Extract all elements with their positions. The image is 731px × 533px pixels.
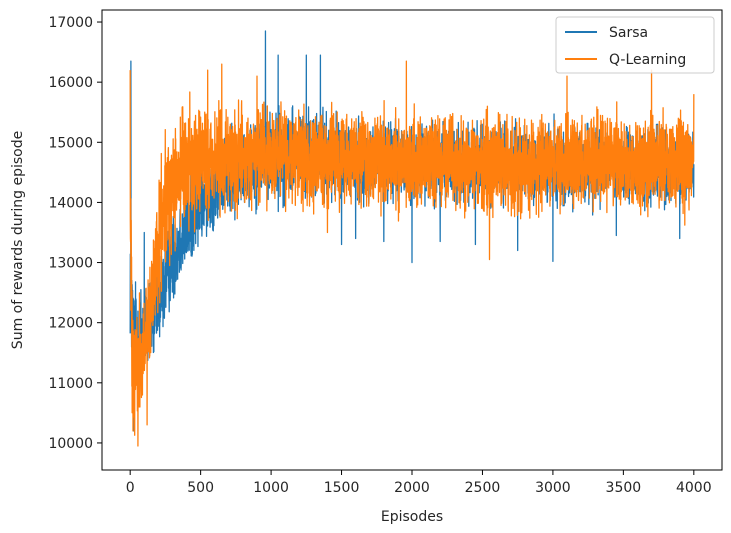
x-tick-label: 4000 bbox=[676, 480, 712, 496]
x-tick-label: 3500 bbox=[606, 480, 642, 496]
legend: Sarsa Q-Learning bbox=[555, 16, 715, 74]
x-tick-label: 500 bbox=[187, 480, 214, 496]
x-tick-label: 1500 bbox=[324, 480, 360, 496]
y-axis-label: Sum of rewards during episode bbox=[10, 131, 26, 349]
x-tick-label: 2000 bbox=[394, 480, 430, 496]
series-line-sarsa bbox=[129, 30, 695, 432]
x-tick-label: 1000 bbox=[253, 480, 289, 496]
x-axis-ticks: 0 500 1000 1500 2000 2500 3000 3500 4000 bbox=[126, 470, 712, 496]
y-tick-label: 15000 bbox=[48, 135, 93, 151]
legend-label: Q-Learning bbox=[609, 52, 686, 68]
y-tick-label: 14000 bbox=[48, 195, 93, 211]
x-tick-label: 2500 bbox=[465, 480, 501, 496]
y-tick-label: 10000 bbox=[48, 436, 93, 452]
y-tick-label: 12000 bbox=[48, 316, 93, 332]
series-layer bbox=[129, 30, 695, 447]
legend-label: Sarsa bbox=[609, 25, 648, 41]
y-tick-label: 13000 bbox=[48, 256, 93, 272]
y-tick-label: 11000 bbox=[48, 376, 93, 392]
y-axis-ticks: 10000 11000 12000 13000 14000 15000 16000 17000 bbox=[48, 15, 102, 452]
y-tick-label: 17000 bbox=[48, 15, 93, 31]
y-tick-label: 16000 bbox=[48, 75, 93, 91]
x-axis-label: Episodes bbox=[381, 509, 443, 525]
x-tick-label: 3000 bbox=[535, 480, 571, 496]
x-tick-label: 0 bbox=[126, 480, 135, 496]
series-line-q-learning bbox=[129, 60, 695, 447]
